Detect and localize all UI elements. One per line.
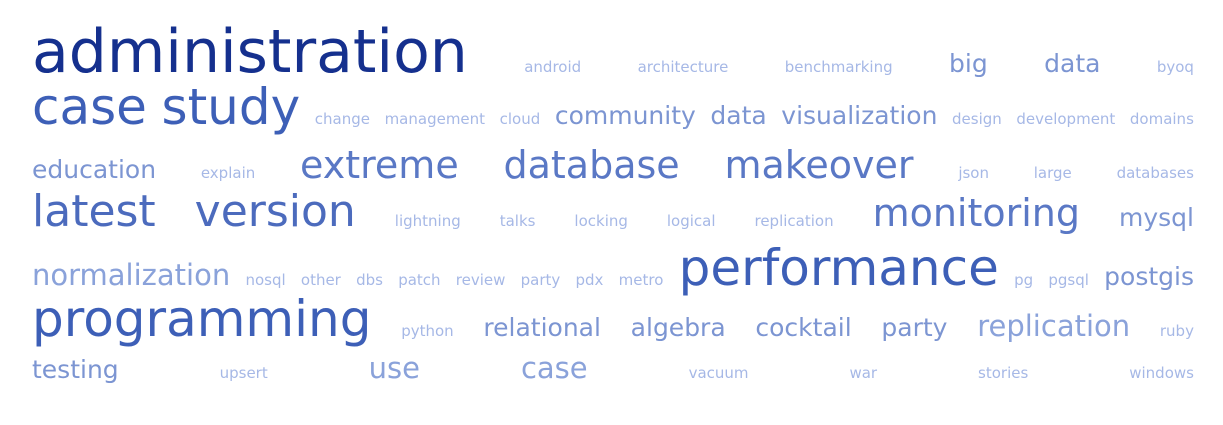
tag-cloud-line: case study change management cloud community d…: [32, 82, 1194, 132]
tag-link[interactable]: community: [554, 101, 696, 130]
tag-link[interactable]: cocktail: [755, 313, 852, 342]
tag-link[interactable]: mysql: [1118, 203, 1194, 232]
tag-link[interactable]: other: [300, 271, 341, 289]
tag-cloud-line: testing upsert use case vacuum war stories wind…: [32, 354, 1194, 383]
tag-link[interactable]: big: [949, 49, 988, 78]
tag-link[interactable]: nosql: [245, 271, 286, 289]
tag-link[interactable]: visualization: [781, 101, 938, 130]
tag-link[interactable]: study: [161, 78, 301, 136]
tag-cloud-line: normalization nosql other dbs patch review par…: [32, 243, 1194, 293]
tag-cloud-line: education explain extreme database makeover j…: [32, 146, 1194, 184]
tag-link[interactable]: change: [314, 110, 370, 128]
tag-link[interactable]: windows: [1129, 364, 1194, 382]
tag-link[interactable]: replication: [754, 212, 834, 230]
tag-link[interactable]: vacuum: [688, 364, 749, 382]
tag-link[interactable]: case: [520, 351, 588, 385]
tag-link[interactable]: explain: [200, 164, 256, 182]
tag-link[interactable]: pgsql: [1048, 271, 1089, 289]
tag-link[interactable]: design: [952, 110, 1002, 128]
tag-link[interactable]: stories: [978, 364, 1029, 382]
tag-link[interactable]: party: [520, 271, 561, 289]
tag-link[interactable]: data: [710, 101, 767, 130]
tag-link[interactable]: relational: [483, 313, 601, 342]
tag-link[interactable]: benchmarking: [784, 58, 893, 76]
tag-link[interactable]: architecture: [637, 58, 729, 76]
tag-cloud-line: programming python relational algebra cockta…: [32, 294, 1194, 344]
tag-link[interactable]: pdx: [575, 271, 604, 289]
tag-link[interactable]: testing: [32, 355, 119, 384]
tag-link[interactable]: postgis: [1104, 262, 1194, 291]
tag-link[interactable]: management: [384, 110, 486, 128]
tag-link[interactable]: dbs: [356, 271, 383, 289]
tag-cloud-line: latest version lightning talks locking logica…: [32, 190, 1194, 234]
tag-link[interactable]: metro: [618, 271, 664, 289]
tag-link[interactable]: json: [958, 164, 989, 182]
tag-link[interactable]: makeover: [724, 143, 914, 187]
tag-link[interactable]: lightning: [394, 212, 461, 230]
tag-cloud-line: administration android architecture benchma…: [32, 22, 1194, 82]
tag-link[interactable]: use: [368, 351, 421, 385]
tag-link[interactable]: ruby: [1159, 322, 1194, 340]
tag-link[interactable]: pg: [1014, 271, 1034, 289]
tag-link[interactable]: locking: [574, 212, 628, 230]
tag-link[interactable]: programming: [32, 290, 372, 348]
tag-link[interactable]: python: [401, 322, 454, 340]
tag-link[interactable]: cloud: [499, 110, 541, 128]
tag-link[interactable]: database: [503, 143, 680, 187]
tag-link[interactable]: education: [32, 155, 157, 184]
tag-link[interactable]: logical: [666, 212, 716, 230]
tag-link[interactable]: latest: [32, 186, 156, 237]
tag-link[interactable]: data: [1044, 49, 1101, 78]
tag-link[interactable]: normalization: [32, 258, 231, 292]
tag-link[interactable]: patch: [398, 271, 441, 289]
tag-link[interactable]: party: [881, 313, 948, 342]
tag-link[interactable]: development: [1016, 110, 1116, 128]
tag-link[interactable]: version: [194, 186, 356, 237]
tag-link[interactable]: databases: [1116, 164, 1194, 182]
tag-link[interactable]: domains: [1129, 110, 1194, 128]
tag-link[interactable]: monitoring: [872, 191, 1081, 235]
tag-link[interactable]: performance: [678, 239, 999, 297]
tag-link[interactable]: android: [524, 58, 582, 76]
tag-link[interactable]: large: [1033, 164, 1072, 182]
tag-link[interactable]: talks: [499, 212, 536, 230]
tag-link[interactable]: byoq: [1156, 58, 1194, 76]
tag-link[interactable]: case: [32, 78, 147, 136]
tag-link[interactable]: administration: [32, 17, 468, 87]
tag-link[interactable]: review: [455, 271, 506, 289]
tag-link[interactable]: algebra: [630, 313, 726, 342]
tag-link[interactable]: replication: [977, 309, 1131, 343]
tag-link[interactable]: war: [849, 364, 878, 382]
tag-link[interactable]: extreme: [300, 143, 459, 187]
tag-link[interactable]: upsert: [219, 364, 268, 382]
